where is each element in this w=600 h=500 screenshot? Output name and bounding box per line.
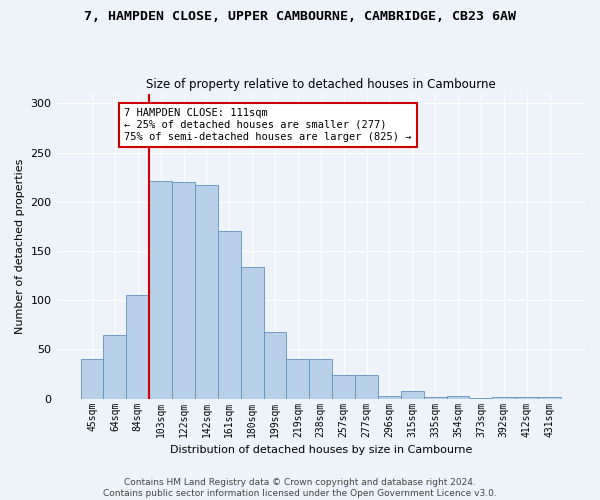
Bar xyxy=(378,396,401,398)
Text: 7, HAMPDEN CLOSE, UPPER CAMBOURNE, CAMBRIDGE, CB23 6AW: 7, HAMPDEN CLOSE, UPPER CAMBOURNE, CAMBR… xyxy=(84,10,516,23)
Bar xyxy=(80,360,103,399)
Bar xyxy=(149,181,172,398)
Bar xyxy=(286,360,310,399)
Bar xyxy=(127,296,149,399)
Bar xyxy=(401,391,424,398)
Bar xyxy=(538,396,561,398)
Bar xyxy=(172,182,195,398)
Y-axis label: Number of detached properties: Number of detached properties xyxy=(15,158,25,334)
Bar xyxy=(195,185,218,398)
Bar xyxy=(332,375,355,398)
Bar xyxy=(515,396,538,398)
Bar xyxy=(263,332,286,398)
Text: 7 HAMPDEN CLOSE: 111sqm
← 25% of detached houses are smaller (277)
75% of semi-d: 7 HAMPDEN CLOSE: 111sqm ← 25% of detache… xyxy=(124,108,412,142)
Bar xyxy=(493,396,515,398)
Bar xyxy=(446,396,469,398)
X-axis label: Distribution of detached houses by size in Cambourne: Distribution of detached houses by size … xyxy=(170,445,472,455)
Bar xyxy=(310,360,332,399)
Bar xyxy=(218,232,241,398)
Title: Size of property relative to detached houses in Cambourne: Size of property relative to detached ho… xyxy=(146,78,496,91)
Bar xyxy=(355,375,378,398)
Bar xyxy=(241,267,263,398)
Bar xyxy=(103,334,127,398)
Text: Contains HM Land Registry data © Crown copyright and database right 2024.
Contai: Contains HM Land Registry data © Crown c… xyxy=(103,478,497,498)
Bar xyxy=(424,396,446,398)
